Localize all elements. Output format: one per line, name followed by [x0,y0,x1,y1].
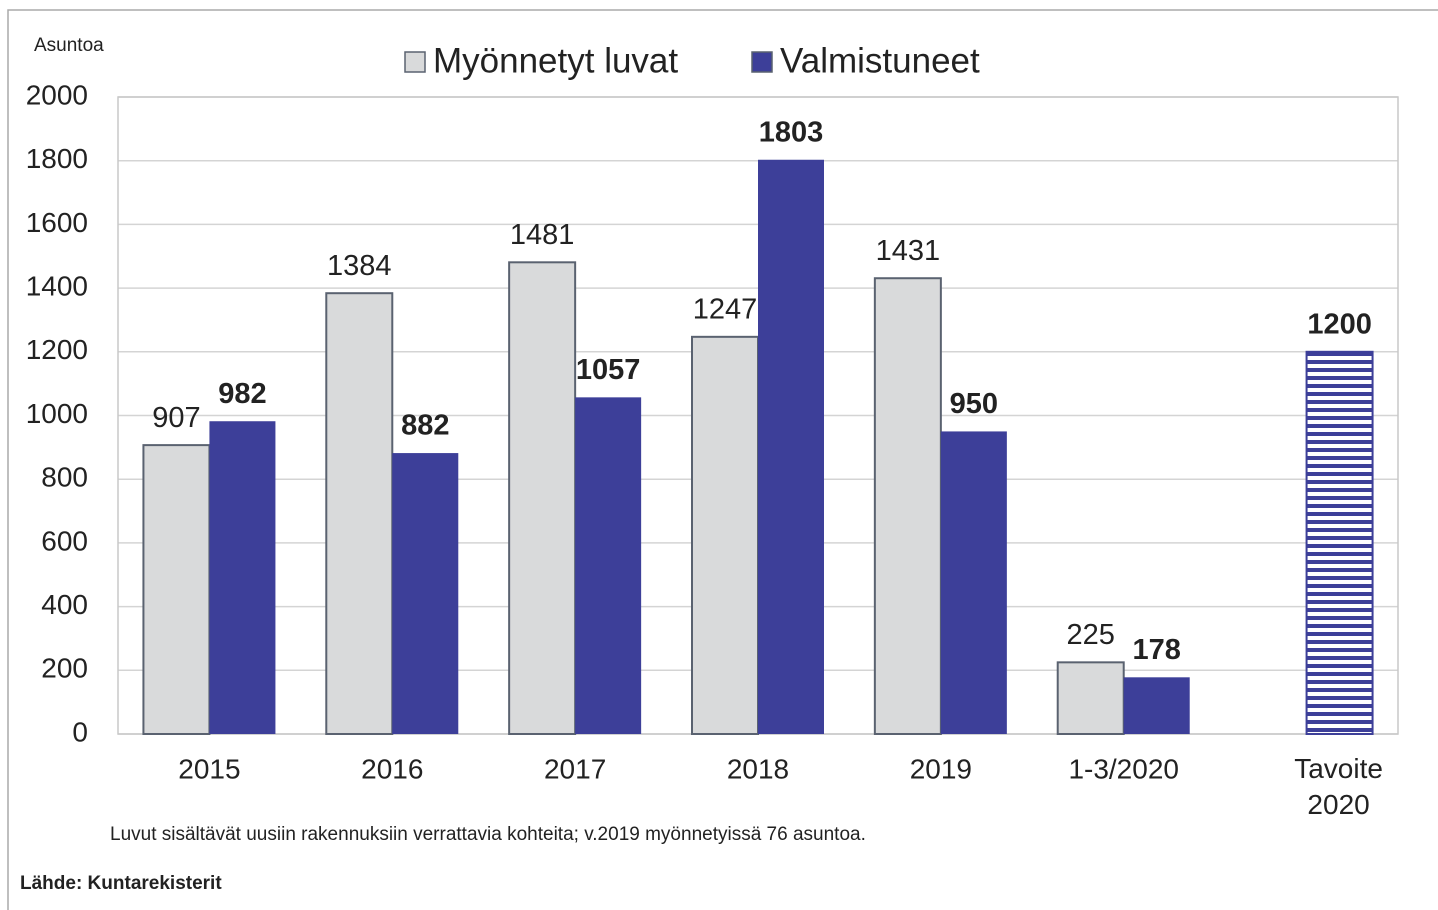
x-tick-label: 1-3/2020 [1068,753,1179,784]
x-tick-label: Tavoite 2020 [1294,753,1383,820]
y-tick-label: 200 [41,653,88,684]
legend-label: Valmistuneet [780,41,980,80]
value-label: 225 [1067,619,1115,651]
x-tick-label: 2018 [727,753,789,784]
y-tick-label: 1400 [26,270,88,301]
bar [940,431,1007,734]
legend-swatch [751,51,773,73]
y-tick-label: 2000 [26,79,88,110]
bar [209,421,276,734]
value-label: 1247 [693,293,758,325]
bar [392,453,459,734]
bar [142,444,211,735]
x-tick-label: 2017 [544,753,606,784]
y-tick-label: 400 [41,589,88,620]
value-label: 1057 [576,354,641,386]
bar [1305,350,1374,735]
value-label: 1200 [1307,308,1372,340]
y-tick-label: 1200 [26,334,88,365]
value-label: 1803 [759,116,824,148]
y-tick-label: 1000 [26,398,88,429]
x-tick-label: 2015 [178,753,240,784]
legend-label: Myönnetyt luvat [433,41,678,80]
note: Luvut sisältävät uusiin rakennuksiin ver… [110,824,866,845]
bar [325,292,394,735]
bar [873,277,942,735]
bar [1056,661,1125,736]
y-tick-label: 800 [41,462,88,493]
value-label: 907 [152,402,200,434]
bar [575,397,642,734]
x-tick-label: 2016 [361,753,423,784]
value-label: 882 [401,410,449,442]
source: Lähde: Kuntarekisterit [20,873,222,894]
value-label: 1481 [510,219,575,251]
frame [7,9,1438,910]
y-tick-label: 600 [41,525,88,556]
value-label: 950 [950,388,998,420]
bar [1123,677,1190,734]
bar [758,159,824,734]
y-axis-label: Asuntoa [34,35,104,56]
bar [691,335,759,735]
legend-swatch [404,51,426,73]
x-tick-label: 2019 [910,753,972,784]
y-tick-label: 1800 [26,143,88,174]
bar [508,261,577,735]
value-label: 178 [1133,634,1181,666]
y-tick-label: 0 [72,716,88,747]
y-tick-label: 1600 [26,207,88,238]
value-label: 1431 [876,235,941,267]
value-label: 982 [218,378,266,410]
value-label: 1384 [327,250,392,282]
